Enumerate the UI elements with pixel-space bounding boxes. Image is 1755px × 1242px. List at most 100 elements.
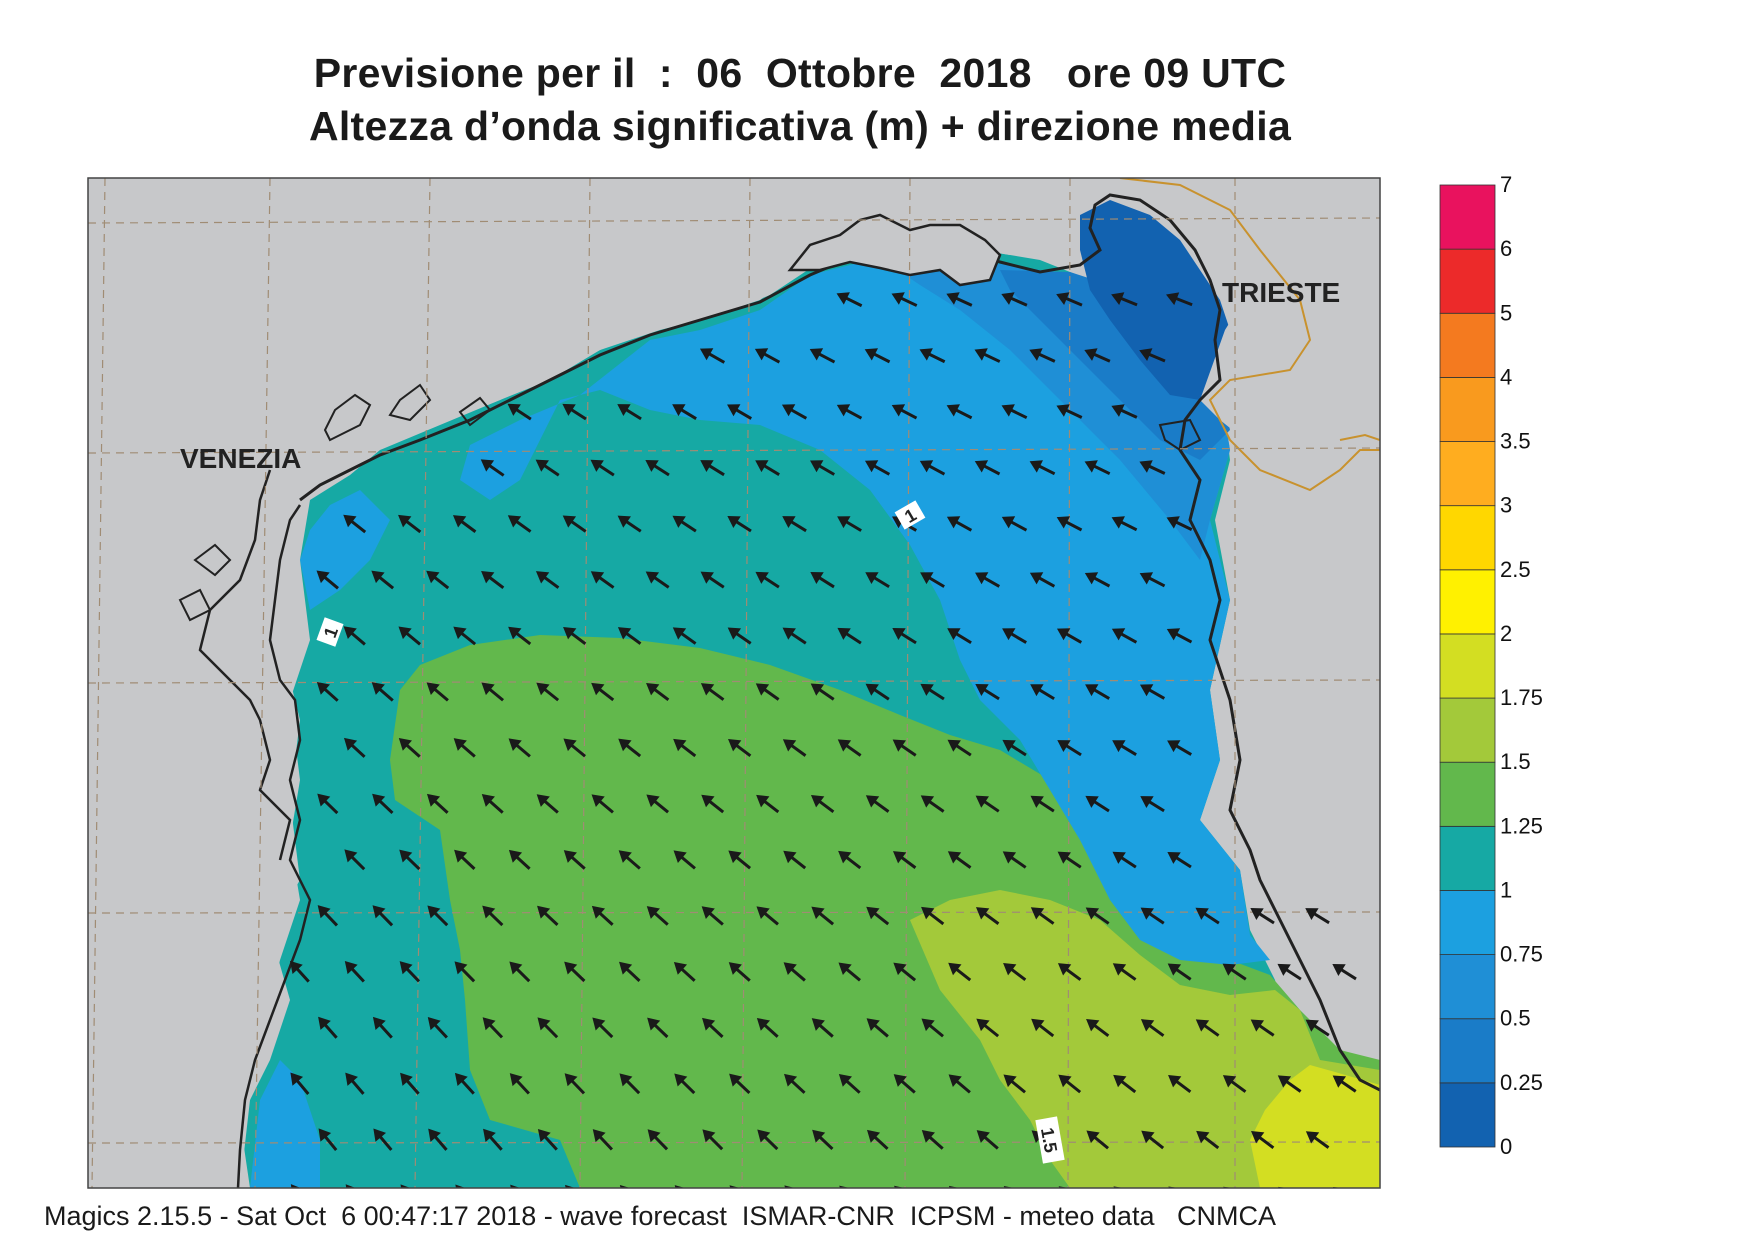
direction-arrow: [1057, 963, 1082, 981]
direction-arrow: [1139, 572, 1166, 588]
direction-arrow: [317, 905, 339, 927]
direction-arrow: [782, 516, 807, 533]
colorbar-tick-label: 0: [1500, 1134, 1512, 1159]
direction-arrow: [428, 1128, 448, 1151]
direction-arrow: [673, 850, 696, 870]
direction-arrow: [1002, 628, 1027, 644]
direction-arrow: [728, 962, 751, 982]
direction-arrow: [701, 906, 724, 926]
contour-label-1.5: 1.5: [1035, 1116, 1065, 1164]
colorbar-tick-label: 1.25: [1500, 813, 1543, 838]
direction-arrow: [783, 850, 807, 870]
direction-arrow: [562, 403, 587, 421]
direction-arrow: [617, 515, 642, 533]
direction-arrow: [508, 738, 531, 758]
direction-arrow: [400, 1184, 420, 1188]
colorbar-tick-label: 3.5: [1500, 429, 1531, 454]
direction-arrow: [892, 739, 917, 757]
direction-arrow: [1222, 1075, 1247, 1093]
direction-arrow: [976, 1018, 1000, 1038]
forecast-title: Previsione per il : 06 Ottobre 2018 ore …: [313, 50, 1287, 96]
colorbar-tick-label: 2: [1500, 621, 1512, 646]
direction-arrow: [920, 795, 945, 813]
direction-arrow: [508, 849, 531, 870]
direction-arrow: [1166, 516, 1193, 532]
sea-band-0-0.25: [1080, 200, 1230, 400]
colorbar-swatch: [1439, 312, 1496, 378]
colorbar-tick-label: 5: [1500, 300, 1512, 325]
direction-arrow: [1057, 740, 1082, 757]
direction-arrow: [372, 1016, 393, 1039]
direction-arrow: [673, 961, 696, 982]
direction-arrow: [480, 459, 505, 477]
direction-arrow: [1250, 1019, 1275, 1037]
colorbar-swatch: [1439, 505, 1496, 571]
direction-arrow: [1002, 739, 1027, 757]
direction-arrow: [1112, 851, 1137, 869]
direction-arrow: [946, 516, 973, 532]
direction-arrow: [1195, 907, 1220, 925]
direction-arrow: [1001, 292, 1028, 307]
direction-arrow: [617, 627, 642, 645]
direction-arrow: [1030, 795, 1055, 813]
direction-arrow: [372, 905, 394, 927]
direction-arrow: [974, 460, 1001, 476]
direction-arrow: [1056, 516, 1083, 532]
direction-arrow: [455, 1184, 475, 1188]
direction-arrow: [481, 794, 504, 814]
direction-arrow: [700, 683, 725, 701]
direction-arrow: [975, 684, 1000, 701]
coastline-islands: [178, 383, 1202, 622]
direction-arrow: [1056, 292, 1083, 307]
direction-arrow: [1140, 1019, 1165, 1037]
direction-arrow: [619, 1073, 641, 1095]
direction-arrow: [838, 1073, 861, 1094]
coastline-lagoon: [236, 504, 312, 1188]
direction-arrow: [452, 515, 477, 533]
direction-arrow: [865, 795, 890, 813]
direction-arrow: [1332, 1075, 1357, 1093]
direction-arrow: [647, 1129, 669, 1151]
direction-arrow: [453, 626, 477, 646]
land-north: [88, 178, 1100, 1188]
direction-arrow: [865, 683, 890, 701]
direction-arrow: [481, 682, 504, 702]
land-east: [1200, 178, 1380, 1000]
direction-arrow: [646, 906, 669, 926]
direction-arrow: [866, 1129, 889, 1150]
direction-arrow: [289, 960, 310, 983]
direction-arrow: [919, 460, 946, 476]
direction-arrow: [921, 906, 945, 926]
direction-arrow: [727, 404, 752, 420]
direction-arrow: [398, 738, 421, 758]
direction-arrow: [1167, 740, 1192, 756]
direction-arrow: [617, 404, 642, 421]
direction-arrow: [948, 962, 972, 982]
direction-arrow: [702, 1129, 724, 1151]
direction-arrow: [371, 682, 394, 702]
colorbar-tick-label: 1: [1500, 877, 1512, 902]
direction-arrow: [563, 626, 587, 646]
colorbar-swatch: [1439, 441, 1496, 507]
direction-arrow: [755, 571, 780, 589]
direction-arrow: [811, 906, 835, 926]
direction-arrow: [646, 682, 670, 702]
direction-arrow: [400, 1072, 420, 1095]
direction-arrow: [1056, 628, 1083, 644]
direction-arrow: [647, 1017, 669, 1039]
wave-direction-arrows: [289, 292, 1357, 1188]
direction-arrow: [563, 738, 587, 758]
direction-arrow: [783, 962, 806, 982]
direction-arrow: [537, 1017, 559, 1039]
map-area: 1 1 1.5 VENEZIA TRIESTE: [88, 178, 1380, 1188]
direction-arrow: [920, 683, 945, 701]
direction-arrow: [673, 738, 697, 758]
direction-arrow: [1111, 516, 1138, 532]
city-label-venezia: VENEZIA: [180, 443, 301, 474]
direction-arrow: [398, 514, 422, 534]
direction-arrow: [1305, 1131, 1330, 1149]
direction-arrow: [1140, 907, 1165, 925]
direction-arrow: [1086, 1130, 1110, 1150]
direction-arrow: [837, 627, 862, 645]
direction-arrow: [976, 1130, 999, 1150]
